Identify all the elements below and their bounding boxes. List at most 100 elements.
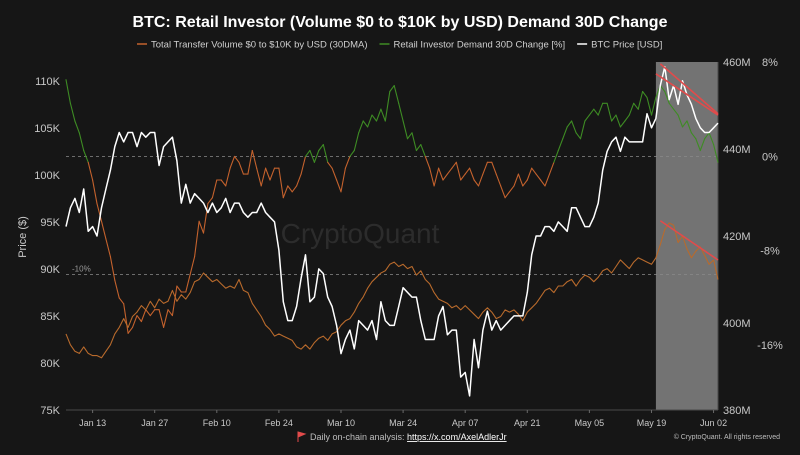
demand-segment [309, 149, 315, 163]
price-tick-label: 85K [40, 311, 60, 323]
demand-segment [278, 167, 284, 199]
legend-item-1: Retail Investor Demand 30D Change [%] [379, 40, 565, 51]
demand-segment [584, 114, 590, 122]
demand-segment [384, 90, 391, 122]
demand-segment [619, 120, 626, 128]
demand-segment [109, 256, 116, 281]
footer-link[interactable]: https://x.com/AxelAdlerJr [407, 432, 507, 442]
demand-segment [522, 179, 528, 187]
price-tick-label: 95K [40, 217, 60, 229]
demand-segment [176, 285, 182, 293]
y-axis-label-price: Price ($) [17, 216, 29, 258]
footer-text: Daily on-chain analysis: https://x.com/A… [310, 432, 507, 442]
demand-segment [540, 179, 546, 187]
demand-segment [340, 167, 346, 193]
demand-segment [247, 149, 253, 175]
demand-segment [402, 120, 409, 140]
demand-segment [140, 309, 147, 323]
demand-segment [575, 132, 582, 140]
demand-segment [579, 120, 586, 140]
demand-segment [704, 132, 710, 140]
demand-segment [322, 144, 329, 163]
reference-line-label-1: -10% [72, 264, 91, 273]
demand-segment [415, 144, 422, 152]
demand-segment [171, 285, 178, 317]
demand-segment [686, 120, 692, 134]
series-transfer-volume [65, 222, 719, 359]
demand-segment [557, 138, 564, 152]
demand-segment [238, 161, 244, 175]
demand-segment [708, 132, 715, 146]
demand-segment [713, 144, 719, 163]
x-tick-label: May 05 [575, 418, 605, 428]
demand-segment [145, 309, 151, 317]
demand-segment [464, 167, 471, 175]
demand-segment [659, 85, 666, 93]
demand-segment [526, 167, 533, 181]
x-tick-label: Feb 24 [265, 418, 293, 428]
volume-tick-label: 380M [723, 405, 751, 417]
demand-segment [548, 161, 555, 175]
flag-icon [297, 431, 307, 442]
x-tick-label: Jan 13 [79, 418, 106, 428]
demand-segment [100, 220, 107, 240]
price-tick-label: 90K [40, 264, 60, 276]
demand-segment [677, 114, 684, 128]
legend: Total Transfer Volume $0 to $10K by USD … [137, 40, 662, 51]
demand-segment [455, 161, 462, 181]
legend-item-0: Total Transfer Volume $0 to $10K by USD … [137, 40, 368, 51]
demand-segment [74, 120, 80, 134]
demand-segment [87, 161, 94, 181]
series-btc-price [65, 65, 719, 397]
demand-segment [198, 220, 205, 234]
demand-segment [189, 256, 196, 275]
demand-segment [482, 161, 488, 175]
demand-segment [344, 155, 351, 169]
demand-segment [375, 108, 382, 122]
demand-segment [229, 155, 236, 169]
trend-line-2 [659, 220, 719, 261]
demand-segment [433, 167, 440, 187]
x-tick-label: Mar 24 [389, 418, 417, 428]
demand-segment [136, 315, 142, 323]
demand-segment [304, 149, 311, 157]
demand-segment [96, 203, 103, 222]
demand-segment [353, 132, 360, 152]
demand-segment [597, 102, 604, 116]
demand-segment [628, 102, 635, 116]
demand-segment [389, 85, 395, 93]
demand-segment [83, 149, 89, 163]
demand-segment [491, 161, 497, 175]
legend-label: BTC Price [USD] [591, 40, 662, 51]
demand-segment [451, 161, 457, 169]
x-tick-label: Jun 02 [700, 418, 727, 428]
demand-segment [695, 138, 701, 152]
demand-segment [318, 144, 324, 152]
demand-segment [650, 96, 657, 116]
volume-tick-label: 460M [723, 57, 751, 69]
demand-segment [535, 173, 542, 181]
demand-segment [606, 102, 613, 122]
demand-tick-label: -16% [757, 340, 783, 352]
demand-segment [446, 167, 453, 175]
demand-segment [495, 173, 502, 187]
x-tick-label: Apr 21 [514, 418, 541, 428]
x-tick-label: Feb 10 [203, 418, 231, 428]
demand-segment [282, 185, 289, 199]
demand-segment [65, 79, 71, 104]
demand-tick-label: 0% [762, 151, 778, 163]
price-tick-label: 80K [40, 358, 60, 370]
price-tick-label: 75K [40, 405, 60, 417]
demand-segment [469, 167, 475, 181]
demand-segment [225, 167, 231, 187]
demand-segment [690, 132, 697, 140]
demand-segment [358, 120, 364, 134]
demand-segment [118, 297, 125, 305]
demand-segment [668, 102, 675, 110]
demand-segment [424, 155, 431, 169]
demand-segment [327, 161, 333, 169]
demand-segment [611, 114, 617, 122]
volume-tick-label: 400M [723, 318, 751, 330]
chart-title: BTC: Retail Investor (Volume $0 to $10K … [133, 14, 668, 31]
demand-segment [673, 108, 679, 116]
